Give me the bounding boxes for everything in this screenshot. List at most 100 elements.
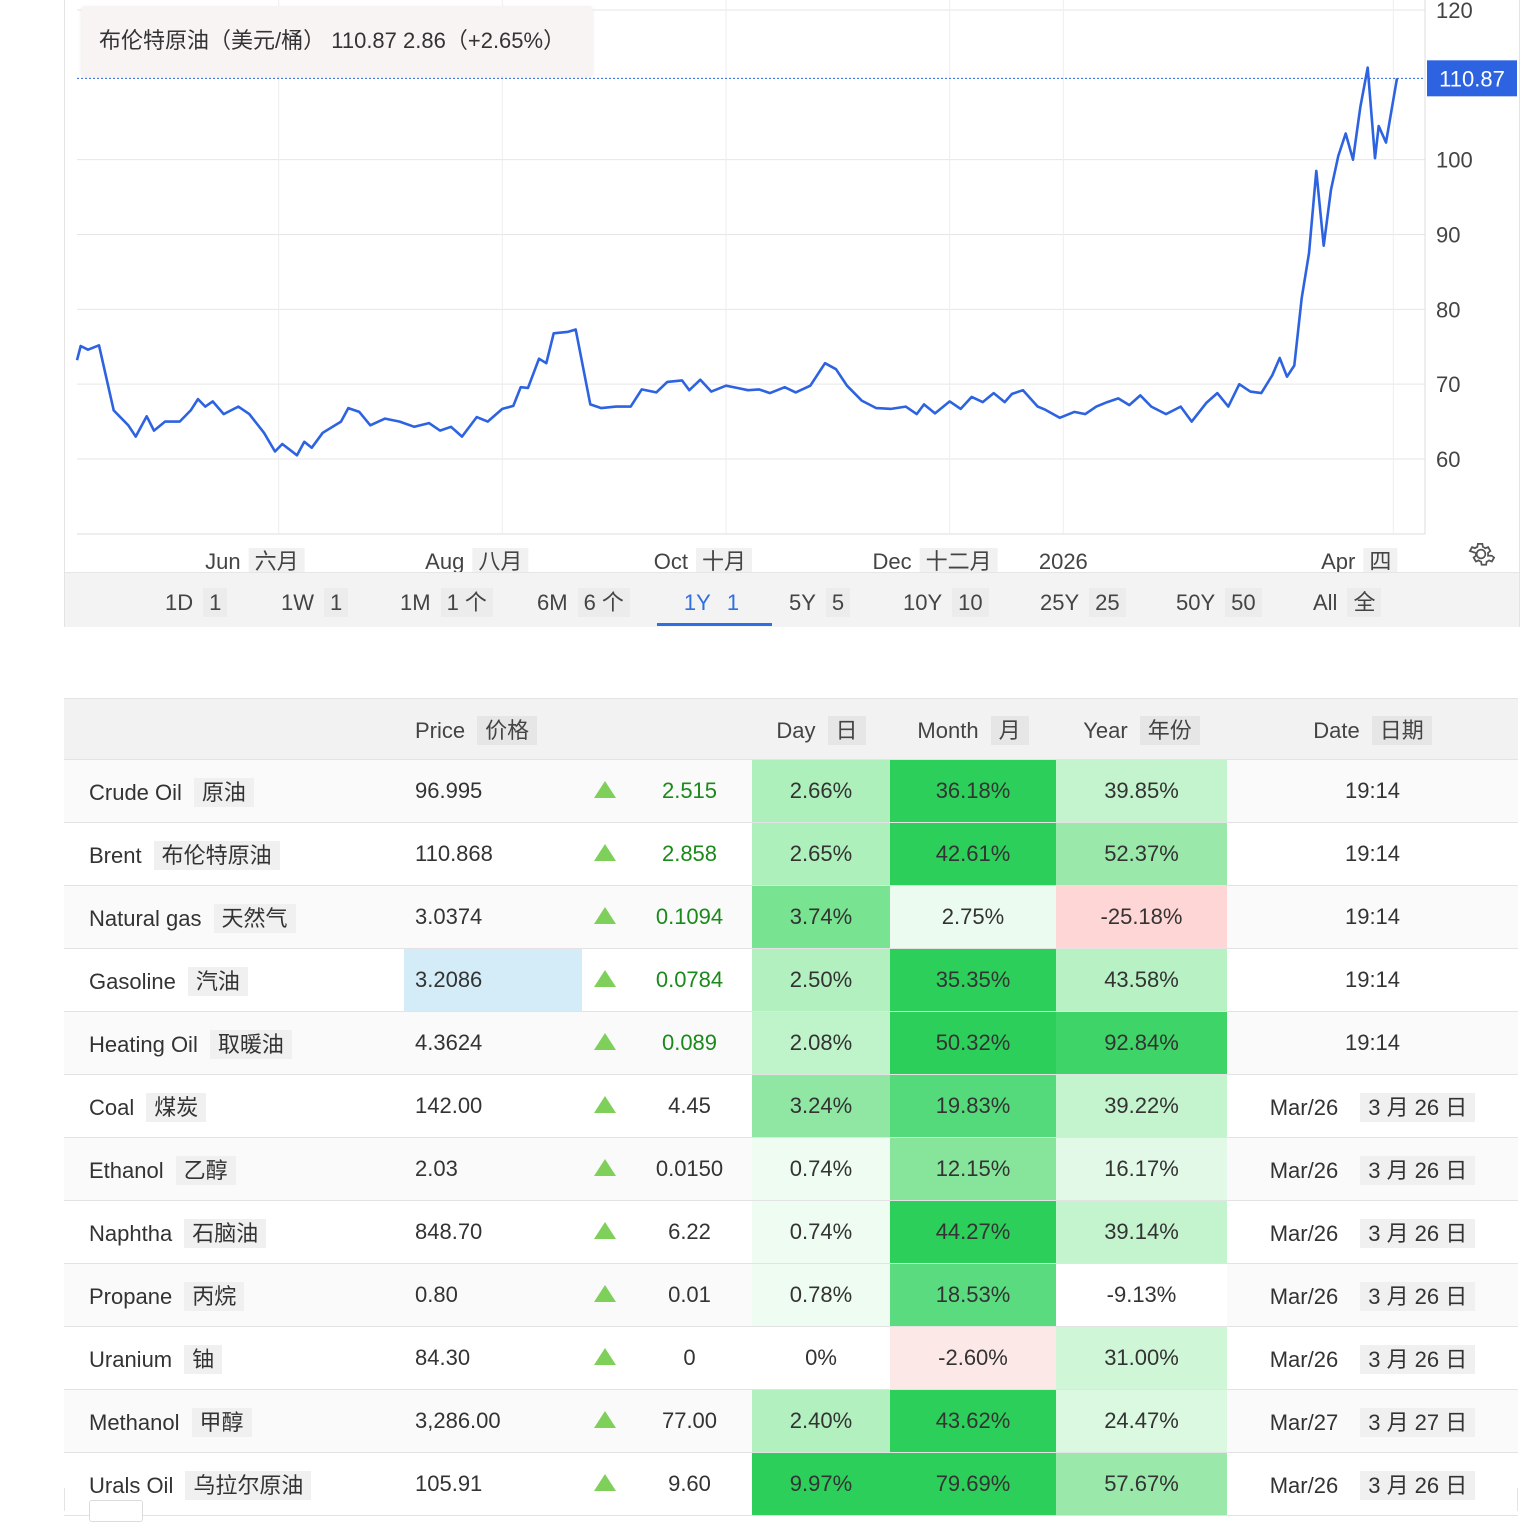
x-tick-label: Dec 十二月 (873, 548, 998, 572)
range-button-1d[interactable]: 1D 1 (165, 573, 228, 623)
commodity-name[interactable]: Propane 丙烷 (64, 1263, 404, 1327)
header-date[interactable]: Date 日期 (1227, 698, 1518, 760)
tooltip-name: 布伦特原油（美元/桶） (99, 28, 326, 53)
table-row[interactable]: Brent 布伦特原油 110.868 2.858 2.65% 42.61% 52.37% 1… (64, 822, 1518, 886)
y-tick-label: 70 (1436, 372, 1460, 397)
commodity-name-zh: 乌拉尔原油 (185, 1471, 312, 1500)
month-cell: 18.53% (890, 1263, 1056, 1327)
commodity-name-zh: 天然气 (213, 904, 296, 933)
svg-text:六月: 六月 (255, 550, 299, 572)
trend-cell (582, 885, 627, 949)
table-row[interactable]: Heating Oil 取暖油 4.3624 0.089 2.08% 50.32% 92.8… (64, 1011, 1518, 1075)
year-cell: 31.00% (1056, 1326, 1227, 1390)
date-cell: Mar/26 3 月 26 日 (1227, 1137, 1518, 1201)
year-cell: 57.67% (1056, 1452, 1227, 1516)
commodity-name[interactable]: Brent 布伦特原油 (64, 822, 404, 886)
price-chart[interactable]: 60 70 80 90 100 120 Jun 六月 Aug 八月 Oct 十月 Dec 十二月 2026 A… (65, 0, 1519, 572)
header-year[interactable]: Year 年份 (1056, 698, 1227, 760)
commodity-name-zh: 布伦特原油 (153, 841, 280, 870)
date-zh: 3 月 26 日 (1360, 1345, 1476, 1374)
commodity-name[interactable]: Natural gas 天然气 (64, 885, 404, 949)
date-en: Mar/26 (1269, 1347, 1339, 1372)
date-cell: Mar/26 3 月 26 日 (1227, 1326, 1518, 1390)
commodity-name-zh: 原油 (193, 778, 254, 807)
commodity-name[interactable]: Heating Oil 取暖油 (64, 1011, 404, 1075)
table-footer (64, 1488, 1518, 1511)
x-tick-label: Jun 六月 (205, 548, 305, 572)
range-selector: 1D 1 1W 1 1M 1 个 6M 6 个 1Y 1 5Y 5 10Y 10 25Y 25 50Y 50 All… (65, 572, 1519, 627)
range-button-6m[interactable]: 6M 6 个 (537, 573, 630, 623)
gear-icon[interactable] (1466, 539, 1496, 569)
table-row[interactable]: Ethanol 乙醇 2.03 0.0150 0.74% 12.15% 16.17% Mar/… (64, 1137, 1518, 1201)
commodity-name[interactable]: Methanol 甲醇 (64, 1389, 404, 1453)
year-cell: 16.17% (1056, 1137, 1227, 1201)
price-cell: 105.91 (404, 1452, 582, 1516)
commodity-name[interactable]: Crude Oil 原油 (64, 759, 404, 823)
up-arrow-icon (593, 1285, 616, 1302)
commodity-name-en: Propane (89, 1284, 173, 1309)
range-button-1m[interactable]: 1M 1 个 (400, 573, 493, 623)
range-label: 1Y (683, 590, 711, 615)
range-label: All (1313, 590, 1338, 615)
price-cell: 110.868 (404, 822, 582, 886)
range-label: 5Y (789, 590, 816, 615)
x-tick-label: Aug 八月 (425, 548, 529, 572)
date-en: Mar/26 (1269, 1158, 1339, 1183)
commodity-name[interactable]: Naphtha 石脑油 (64, 1200, 404, 1264)
table-row[interactable]: Naphtha 石脑油 848.70 6.22 0.74% 44.27% 39.14% Mar… (64, 1200, 1518, 1264)
commodity-name-en: Natural gas (89, 906, 202, 931)
header-month[interactable]: Month 月 (890, 698, 1056, 760)
year-cell: 39.14% (1056, 1200, 1227, 1264)
svg-text:十月: 十月 (702, 550, 746, 572)
year-cell: 39.85% (1056, 759, 1227, 823)
trend-cell (582, 1326, 627, 1390)
range-button-1w[interactable]: 1W 1 (281, 573, 349, 623)
tooltip-pct: （+2.65%） (445, 28, 566, 53)
commodity-name[interactable]: Uranium 铀 (64, 1326, 404, 1390)
pagination-control[interactable] (89, 1500, 143, 1522)
date-cell: 19:14 (1227, 885, 1518, 949)
table-row[interactable]: Propane 丙烷 0.80 0.01 0.78% 18.53% -9.13% Mar/26… (64, 1263, 1518, 1327)
axis-ticks: 60 70 80 90 100 120 Jun 六月 Aug 八月 Oct 十月 Dec 十二月 2026 A… (205, 0, 1473, 572)
table-row[interactable]: Crude Oil 原油 96.995 2.515 2.66% 36.18% 39.85% 1… (64, 759, 1518, 823)
range-button-10y[interactable]: 10Y 10 (903, 573, 989, 623)
month-cell: 44.27% (890, 1200, 1056, 1264)
table-row[interactable]: Methanol 甲醇 3,286.00 77.00 2.40% 43.62% 24.47%… (64, 1389, 1518, 1453)
range-button-1y[interactable]: 1Y 1 (657, 573, 772, 626)
commodity-name-en: Gasoline (89, 969, 176, 994)
change-cell: 0.1094 (627, 885, 752, 949)
change-cell: 2.515 (627, 759, 752, 823)
month-cell: 42.61% (890, 822, 1056, 886)
price-cell: 4.3624 (404, 1011, 582, 1075)
up-arrow-icon (593, 781, 616, 798)
range-button-50y[interactable]: 50Y 50 (1176, 573, 1262, 623)
year-cell: 43.58% (1056, 948, 1227, 1012)
table-row[interactable]: Natural gas 天然气 3.0374 0.1094 3.74% 2.75% -25.… (64, 885, 1518, 949)
table-row[interactable]: Urals Oil 乌拉尔原油 105.91 9.60 9.97% 79.69% 57.67… (64, 1452, 1518, 1516)
date-zh: 3 月 26 日 (1360, 1282, 1476, 1311)
year-cell: 24.47% (1056, 1389, 1227, 1453)
commodity-name[interactable]: Coal 煤炭 (64, 1074, 404, 1138)
price-cell: 84.30 (404, 1326, 582, 1390)
date-en: 19:14 (1344, 841, 1401, 866)
range-button-all[interactable]: All 全 (1313, 573, 1382, 623)
commodity-name-zh: 煤炭 (146, 1093, 207, 1122)
header-day[interactable]: Day 日 (752, 698, 890, 760)
day-cell: 3.24% (752, 1074, 890, 1138)
table-row[interactable]: Uranium 铀 84.30 0 0% -2.60% 31.00% Mar/26 3 月 26… (64, 1326, 1518, 1390)
date-cell: 19:14 (1227, 1011, 1518, 1075)
x-tick-label: Oct 十月 (654, 548, 752, 572)
commodity-name[interactable]: Gasoline 汽油 (64, 948, 404, 1012)
commodity-name-en: Uranium (89, 1347, 173, 1372)
commodity-name-zh: 石脑油 (184, 1219, 267, 1248)
commodity-name[interactable]: Ethanol 乙醇 (64, 1137, 404, 1201)
table-row[interactable]: Gasoline 汽油 3.2086 0.0784 2.50% 35.35% 43.58% 1… (64, 948, 1518, 1012)
range-button-5y[interactable]: 5Y 5 (789, 573, 851, 623)
commodity-name-en: Naphtha (89, 1221, 173, 1246)
range-label: 50Y (1176, 590, 1216, 615)
trend-cell (582, 1200, 627, 1264)
date-zh: 3 月 26 日 (1360, 1156, 1476, 1185)
range-button-25y[interactable]: 25Y 25 (1040, 573, 1126, 623)
header-price[interactable]: Price 价格 (404, 698, 582, 760)
table-row[interactable]: Coal 煤炭 142.00 4.45 3.24% 19.83% 39.22% Mar/26 3… (64, 1074, 1518, 1138)
